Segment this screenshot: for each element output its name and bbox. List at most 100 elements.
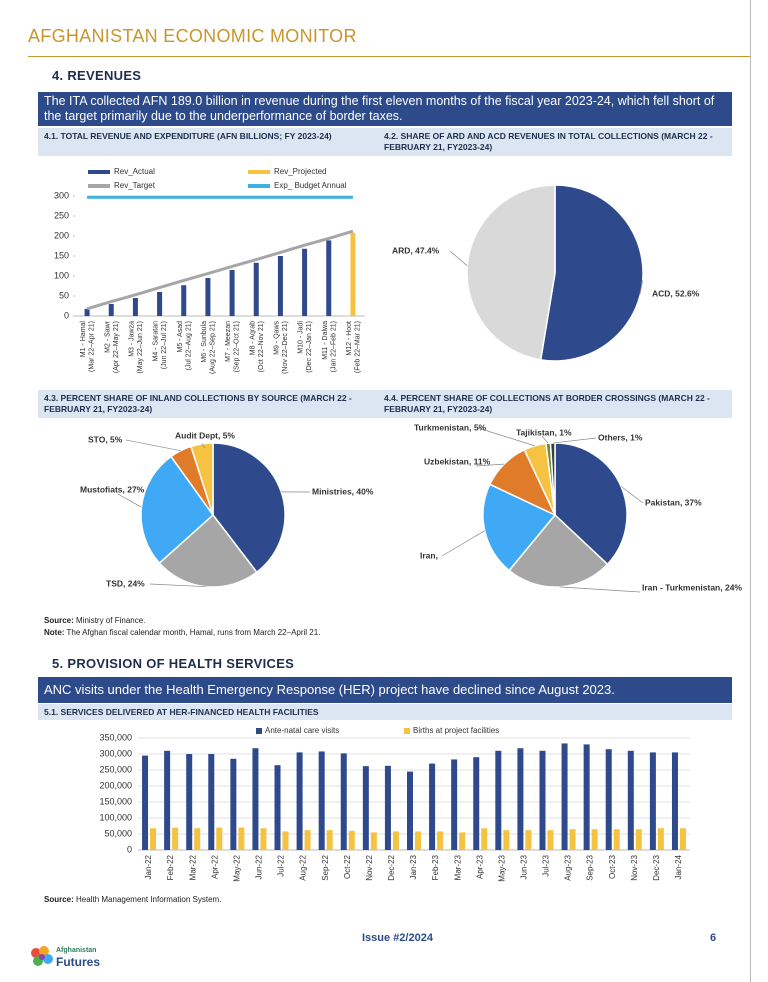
bar xyxy=(583,744,590,850)
bar xyxy=(495,750,502,850)
data-label: ARD, 47.4% xyxy=(392,245,440,255)
bar xyxy=(238,827,245,850)
bar xyxy=(539,750,546,850)
bar xyxy=(392,831,399,850)
y-tick-label: 150,000 xyxy=(99,796,132,806)
bar xyxy=(415,831,421,850)
bar xyxy=(627,750,634,850)
leader-line xyxy=(117,493,142,508)
leader-line xyxy=(201,443,206,449)
bar xyxy=(150,828,157,850)
bar xyxy=(503,830,510,850)
x-tick-label: Apr-23 xyxy=(475,854,484,879)
x-tick-label: Oct-22 xyxy=(343,854,352,879)
bar xyxy=(679,828,686,850)
y-tick-label: 350,000 xyxy=(99,732,132,742)
section-heading: 5. PROVISION OF HEALTH SERVICES xyxy=(52,656,295,671)
page-number: 6 xyxy=(710,932,717,944)
x-tick-label: Sep-23 xyxy=(586,854,595,880)
source-text: Health Management Information System. xyxy=(76,895,222,904)
bar xyxy=(132,298,138,316)
bar xyxy=(216,827,223,850)
chart-title: 4.2. SHARE OF ARD AND ACD REVENUES IN TO… xyxy=(384,131,713,152)
bar xyxy=(384,765,391,850)
x-tick-label: Jun-23 xyxy=(520,854,529,879)
y-tick-label: 250,000 xyxy=(99,764,132,774)
x-tick-label: Jan-24 xyxy=(674,854,683,879)
x-tick-label: M2 - Sawr (Apr 22–May 21) xyxy=(104,320,120,373)
bar xyxy=(671,752,678,850)
bar xyxy=(208,754,215,850)
leader-line xyxy=(477,427,536,447)
x-tick-label: May-22 xyxy=(232,854,241,881)
data-label: ACD, 52.6% xyxy=(652,288,700,298)
title-strip xyxy=(38,128,732,156)
x-tick-label: Feb-23 xyxy=(431,854,440,880)
y-tick-label: 150 xyxy=(54,250,69,260)
x-tick-label: M1 - Hamal (Mar 22–Apr 21) xyxy=(80,321,96,372)
y-tick-label: 100,000 xyxy=(99,812,132,822)
bar xyxy=(340,753,347,850)
pie-slice xyxy=(158,513,258,588)
y-tick-label: 50 xyxy=(59,290,69,300)
legend-label: Rev_Actual xyxy=(114,167,155,176)
leader-line xyxy=(449,250,468,267)
x-tick-label: M10 - Jadi (Dec 22–Jan 21) xyxy=(297,321,313,373)
data-label: Uzbekistan, 11% xyxy=(424,456,491,466)
line xyxy=(86,229,354,311)
bar xyxy=(473,757,480,850)
bar xyxy=(274,765,281,850)
bar xyxy=(525,830,532,850)
x-tick-label: Apr-22 xyxy=(210,854,219,879)
x-tick-label: Sep-22 xyxy=(321,854,330,880)
bar xyxy=(318,751,325,850)
x-tick-label: Jul-22 xyxy=(277,854,286,876)
x-tick-label: Aug-23 xyxy=(564,854,573,880)
bar xyxy=(362,766,369,850)
chart-title: 4.3. PERCENT SHARE OF INLAND COLLECTIONS… xyxy=(44,393,352,414)
bar xyxy=(407,771,413,850)
pie-slice xyxy=(554,442,628,566)
x-tick-label: Mar-23 xyxy=(453,854,462,880)
logo-text: Afghanistan xyxy=(56,947,97,954)
issue-number: Issue #2/2024 xyxy=(362,932,433,944)
logo-icon xyxy=(31,946,53,966)
bar xyxy=(591,829,598,850)
bar xyxy=(108,304,114,316)
data-label: TSD, 24% xyxy=(106,578,145,588)
section-summary: ANC visits under the Health Emergency Re… xyxy=(38,677,732,703)
x-tick-label: M5 - Asad (Jul 22–Aug 21) xyxy=(177,321,193,371)
chart-title: 4.1. TOTAL REVENUE AND EXPENDITURE (AFN … xyxy=(44,131,332,141)
bar xyxy=(326,830,333,850)
bar xyxy=(164,750,171,850)
pie-slice xyxy=(466,184,556,361)
legend-label: Rev_Projected xyxy=(274,167,326,176)
data-label: Turkmenistan, 5% xyxy=(414,422,487,432)
data-label: Tajikistan, 1% xyxy=(516,427,572,437)
x-tick-label: M6 - Sunbula (Aug 22–Sep 21) xyxy=(201,321,217,374)
y-tick-label: 200,000 xyxy=(99,780,132,790)
data-label: Iran - Turkmenistan, 24% xyxy=(642,582,742,592)
x-tick-label: Dec-23 xyxy=(652,854,661,880)
source-label: Source: xyxy=(44,616,74,625)
x-tick-label: Jun-22 xyxy=(255,854,264,879)
legend-swatch xyxy=(256,728,262,734)
header-rule xyxy=(28,56,750,57)
y-tick-label: 50,000 xyxy=(104,828,132,838)
data-label: Others, 1% xyxy=(598,432,643,442)
note-label: Note: xyxy=(44,628,65,637)
bar xyxy=(205,278,211,316)
leader-line xyxy=(639,280,644,295)
x-tick-label: M11 - Dalwa (Jan 22–Feb 21) xyxy=(322,321,338,372)
bar xyxy=(459,832,466,850)
x-tick-label: Jul-23 xyxy=(542,854,551,876)
x-tick-label: M8 - Aqrab (Oct 22–Nov 21) xyxy=(249,321,265,372)
source-note: Source: Health Management Information Sy… xyxy=(44,895,221,904)
source-note: Source: Ministry of Finance. xyxy=(44,616,145,625)
leader-line xyxy=(541,435,549,444)
y-tick-label: 250 xyxy=(54,210,69,220)
data-label: Mustofiats, 27% xyxy=(80,484,145,494)
note-text: The Afghan fiscal calendar month, Hamal,… xyxy=(66,628,321,637)
leader-line xyxy=(149,583,207,588)
bar xyxy=(370,832,377,850)
